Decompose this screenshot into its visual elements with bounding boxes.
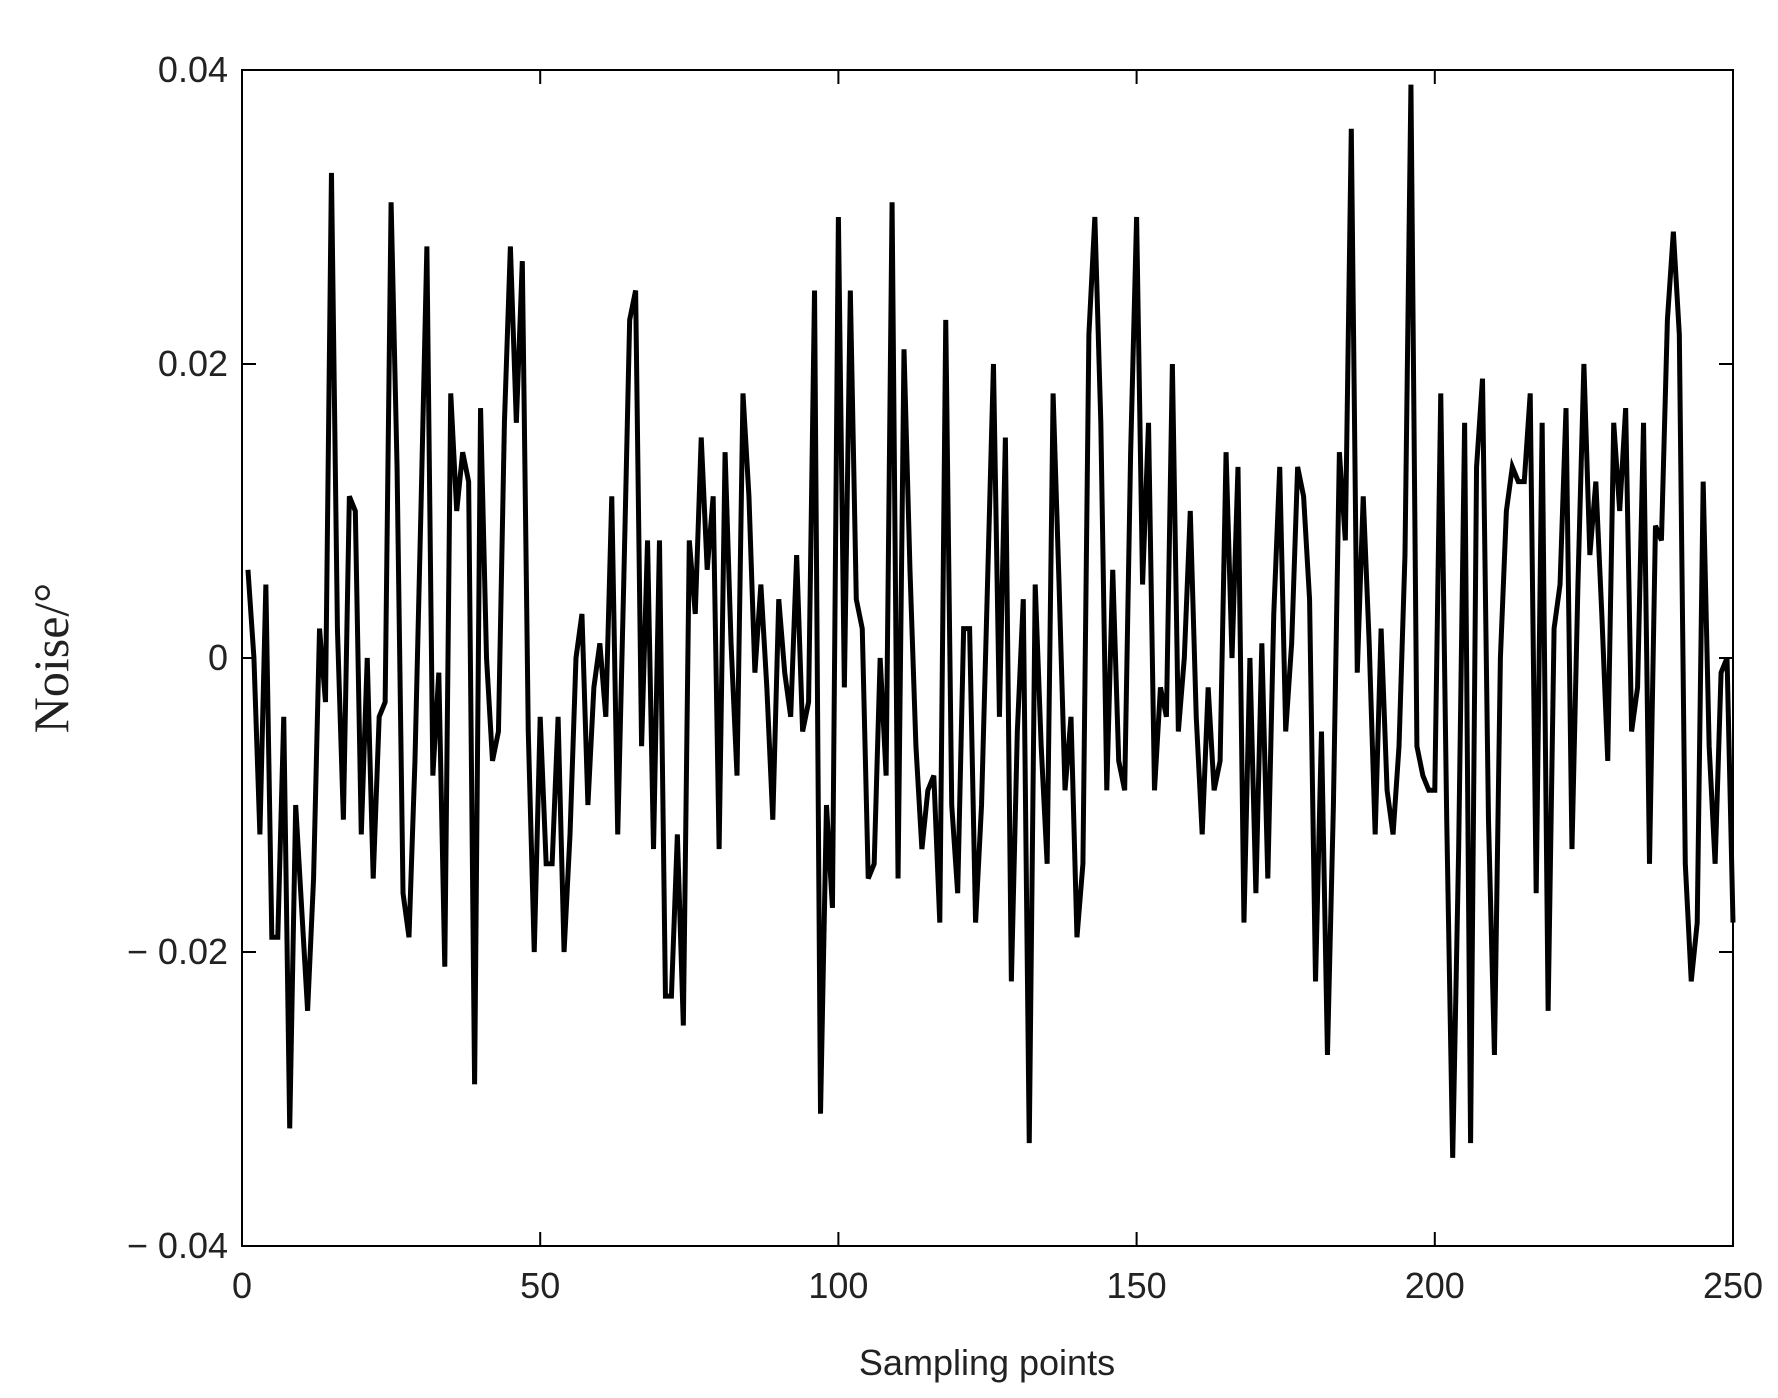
y-axis-label: Noise/° (23, 583, 79, 734)
data-line (245, 84, 1736, 1158)
x-tick-label: 50 (520, 1265, 560, 1306)
y-tick-label: − 0.04 (127, 1225, 228, 1266)
y-tick-label: 0.02 (158, 343, 228, 384)
x-tick-label: 0 (232, 1265, 252, 1306)
y-tick-label: 0.04 (158, 49, 228, 90)
x-tick-label: 100 (808, 1265, 868, 1306)
y-tick-label: − 0.02 (127, 931, 228, 972)
x-axis-label: Sampling points (859, 1342, 1115, 1383)
x-tick-label: 200 (1405, 1265, 1465, 1306)
x-tick-label: 150 (1107, 1265, 1167, 1306)
y-tick-label: 0 (208, 637, 228, 678)
x-tick-label: 250 (1703, 1265, 1763, 1306)
